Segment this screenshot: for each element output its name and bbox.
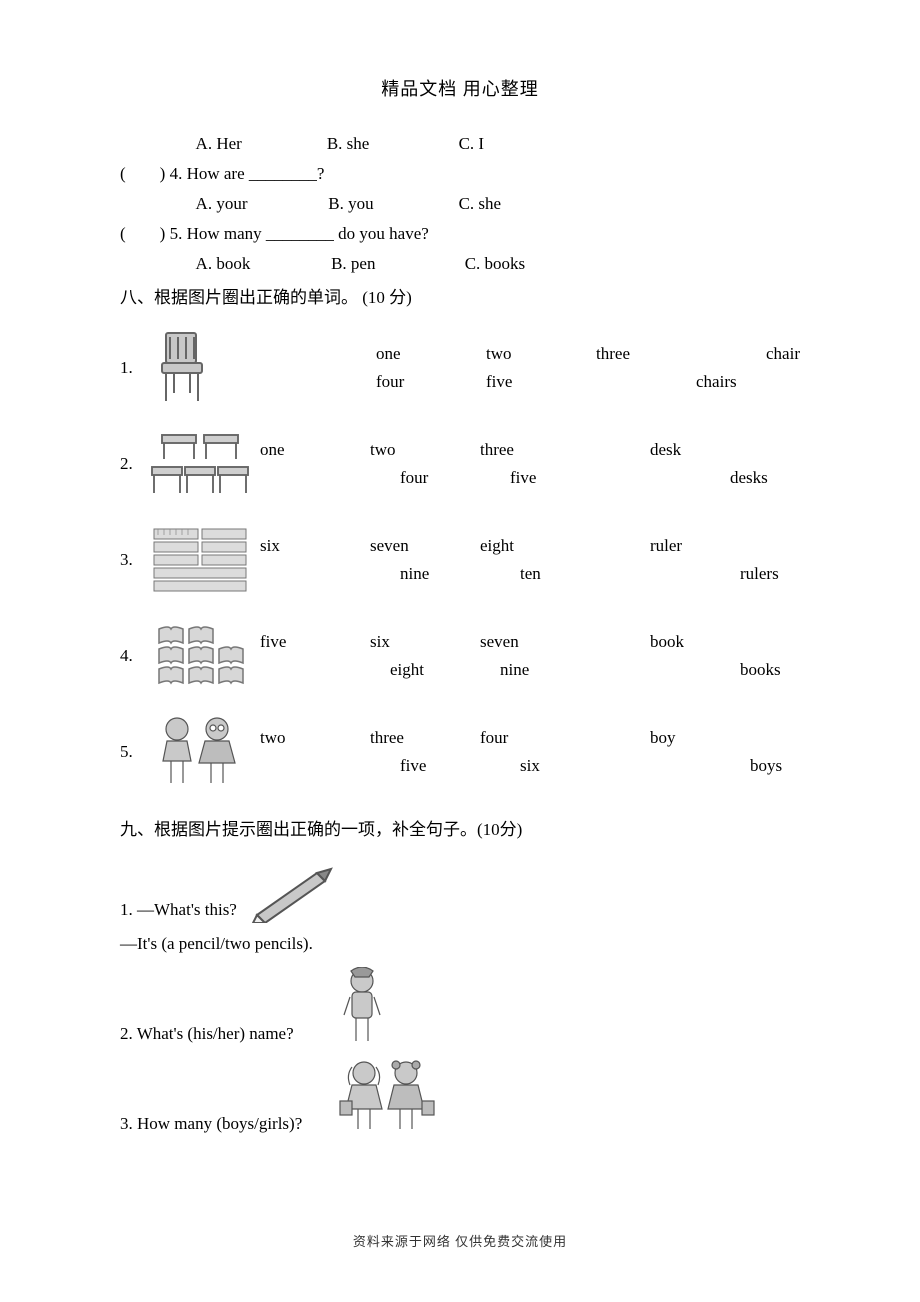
word: nine xyxy=(500,656,740,684)
pic-words: five six seven book eight nine books xyxy=(250,628,800,684)
word: three xyxy=(370,724,480,752)
q5-stem: ( ) 5. How many ________ do you have? xyxy=(120,219,800,249)
word: ten xyxy=(520,560,740,588)
pic-row-3: 3. six seven eight ruler xyxy=(120,519,800,601)
word: rulers xyxy=(740,560,779,588)
word: four xyxy=(400,464,510,492)
q5-options: A. book B. pen C. books xyxy=(120,249,800,279)
word: one xyxy=(376,340,486,368)
pic-words: six seven eight ruler nine ten rulers xyxy=(250,532,800,588)
page-footer: 资料来源于网络 仅供免费交流使用 xyxy=(0,1231,920,1250)
word: six xyxy=(370,628,480,656)
s9-q3-text: 3. How many (boys/girls)? xyxy=(120,1111,302,1137)
word: two xyxy=(370,436,480,464)
q4-stem: ( ) 4. How are ________? xyxy=(120,159,800,189)
word: ruler xyxy=(650,532,682,560)
pic-num: 2. xyxy=(120,454,150,474)
pic-num: 4. xyxy=(120,646,150,666)
word: boys xyxy=(750,752,782,780)
word: five xyxy=(510,464,730,492)
page-content: 精品文档 用心整理 A. Her B. she C. I ( ) 4. How … xyxy=(0,0,920,1177)
word: five xyxy=(400,752,520,780)
pic-row-5: 5. two three four boy xyxy=(120,711,800,793)
q4-options: A. your B. you C. she xyxy=(120,189,800,219)
books-icon xyxy=(150,617,250,695)
word: boy xyxy=(650,724,676,752)
word: five xyxy=(486,368,696,396)
word: books xyxy=(740,656,781,684)
word: desk xyxy=(650,436,681,464)
s9-q2: 2. What's (his/her) name? xyxy=(120,967,800,1047)
word: book xyxy=(650,628,684,656)
rulers-icon xyxy=(150,521,250,599)
pencil-icon xyxy=(247,863,337,923)
word: chairs xyxy=(696,368,737,396)
word: five xyxy=(260,628,370,656)
page-header: 精品文档 用心整理 xyxy=(120,75,800,101)
s9-q2-text: 2. What's (his/her) name? xyxy=(120,1021,294,1047)
section-9-title: 九、根据图片提示圈出正确的一项，补全句子。(10分) xyxy=(120,815,800,845)
word: nine xyxy=(400,560,520,588)
pic-num: 3. xyxy=(120,550,150,570)
word: four xyxy=(480,724,650,752)
word: six xyxy=(260,532,370,560)
children-icon xyxy=(150,713,250,791)
word: two xyxy=(486,340,596,368)
s9-q1b-text: —It's (a pencil/two pencils). xyxy=(120,931,800,957)
s9-q1-text: 1. —What's this? xyxy=(120,897,237,923)
girls-icon xyxy=(332,1057,442,1137)
word: three xyxy=(480,436,650,464)
desks-icon xyxy=(150,425,250,503)
pic-words: two three four boy five six boys xyxy=(250,724,800,780)
pic-words: one two three desk four five desks xyxy=(250,436,800,492)
pic-row-1: 1. one two t xyxy=(120,327,800,409)
word: three xyxy=(596,340,766,368)
word: seven xyxy=(480,628,650,656)
word: six xyxy=(520,752,750,780)
s9-q3: 3. How many (boys/girls)? xyxy=(120,1057,800,1137)
s9-q1: 1. —What's this? xyxy=(120,863,800,923)
boy-icon xyxy=(334,967,390,1047)
word: eight xyxy=(480,532,650,560)
q3-options: A. Her B. she C. I xyxy=(120,129,800,159)
pic-words: one two three chair four five chairs xyxy=(226,340,800,396)
pic-num: 5. xyxy=(120,742,150,762)
pic-row-4: 4. five six seven book xyxy=(120,615,800,697)
word: eight xyxy=(390,656,500,684)
word: four xyxy=(376,368,486,396)
word: desks xyxy=(730,464,768,492)
pic-num: 1. xyxy=(120,358,144,378)
word: two xyxy=(260,724,370,752)
pic-row-2: 2. one two three desk four fi xyxy=(120,423,800,505)
section-8-title: 八、根据图片圈出正确的单词。 (10 分) xyxy=(120,283,800,313)
word: chair xyxy=(766,340,800,368)
chair-icon xyxy=(144,329,226,407)
word: one xyxy=(260,436,370,464)
word: seven xyxy=(370,532,480,560)
